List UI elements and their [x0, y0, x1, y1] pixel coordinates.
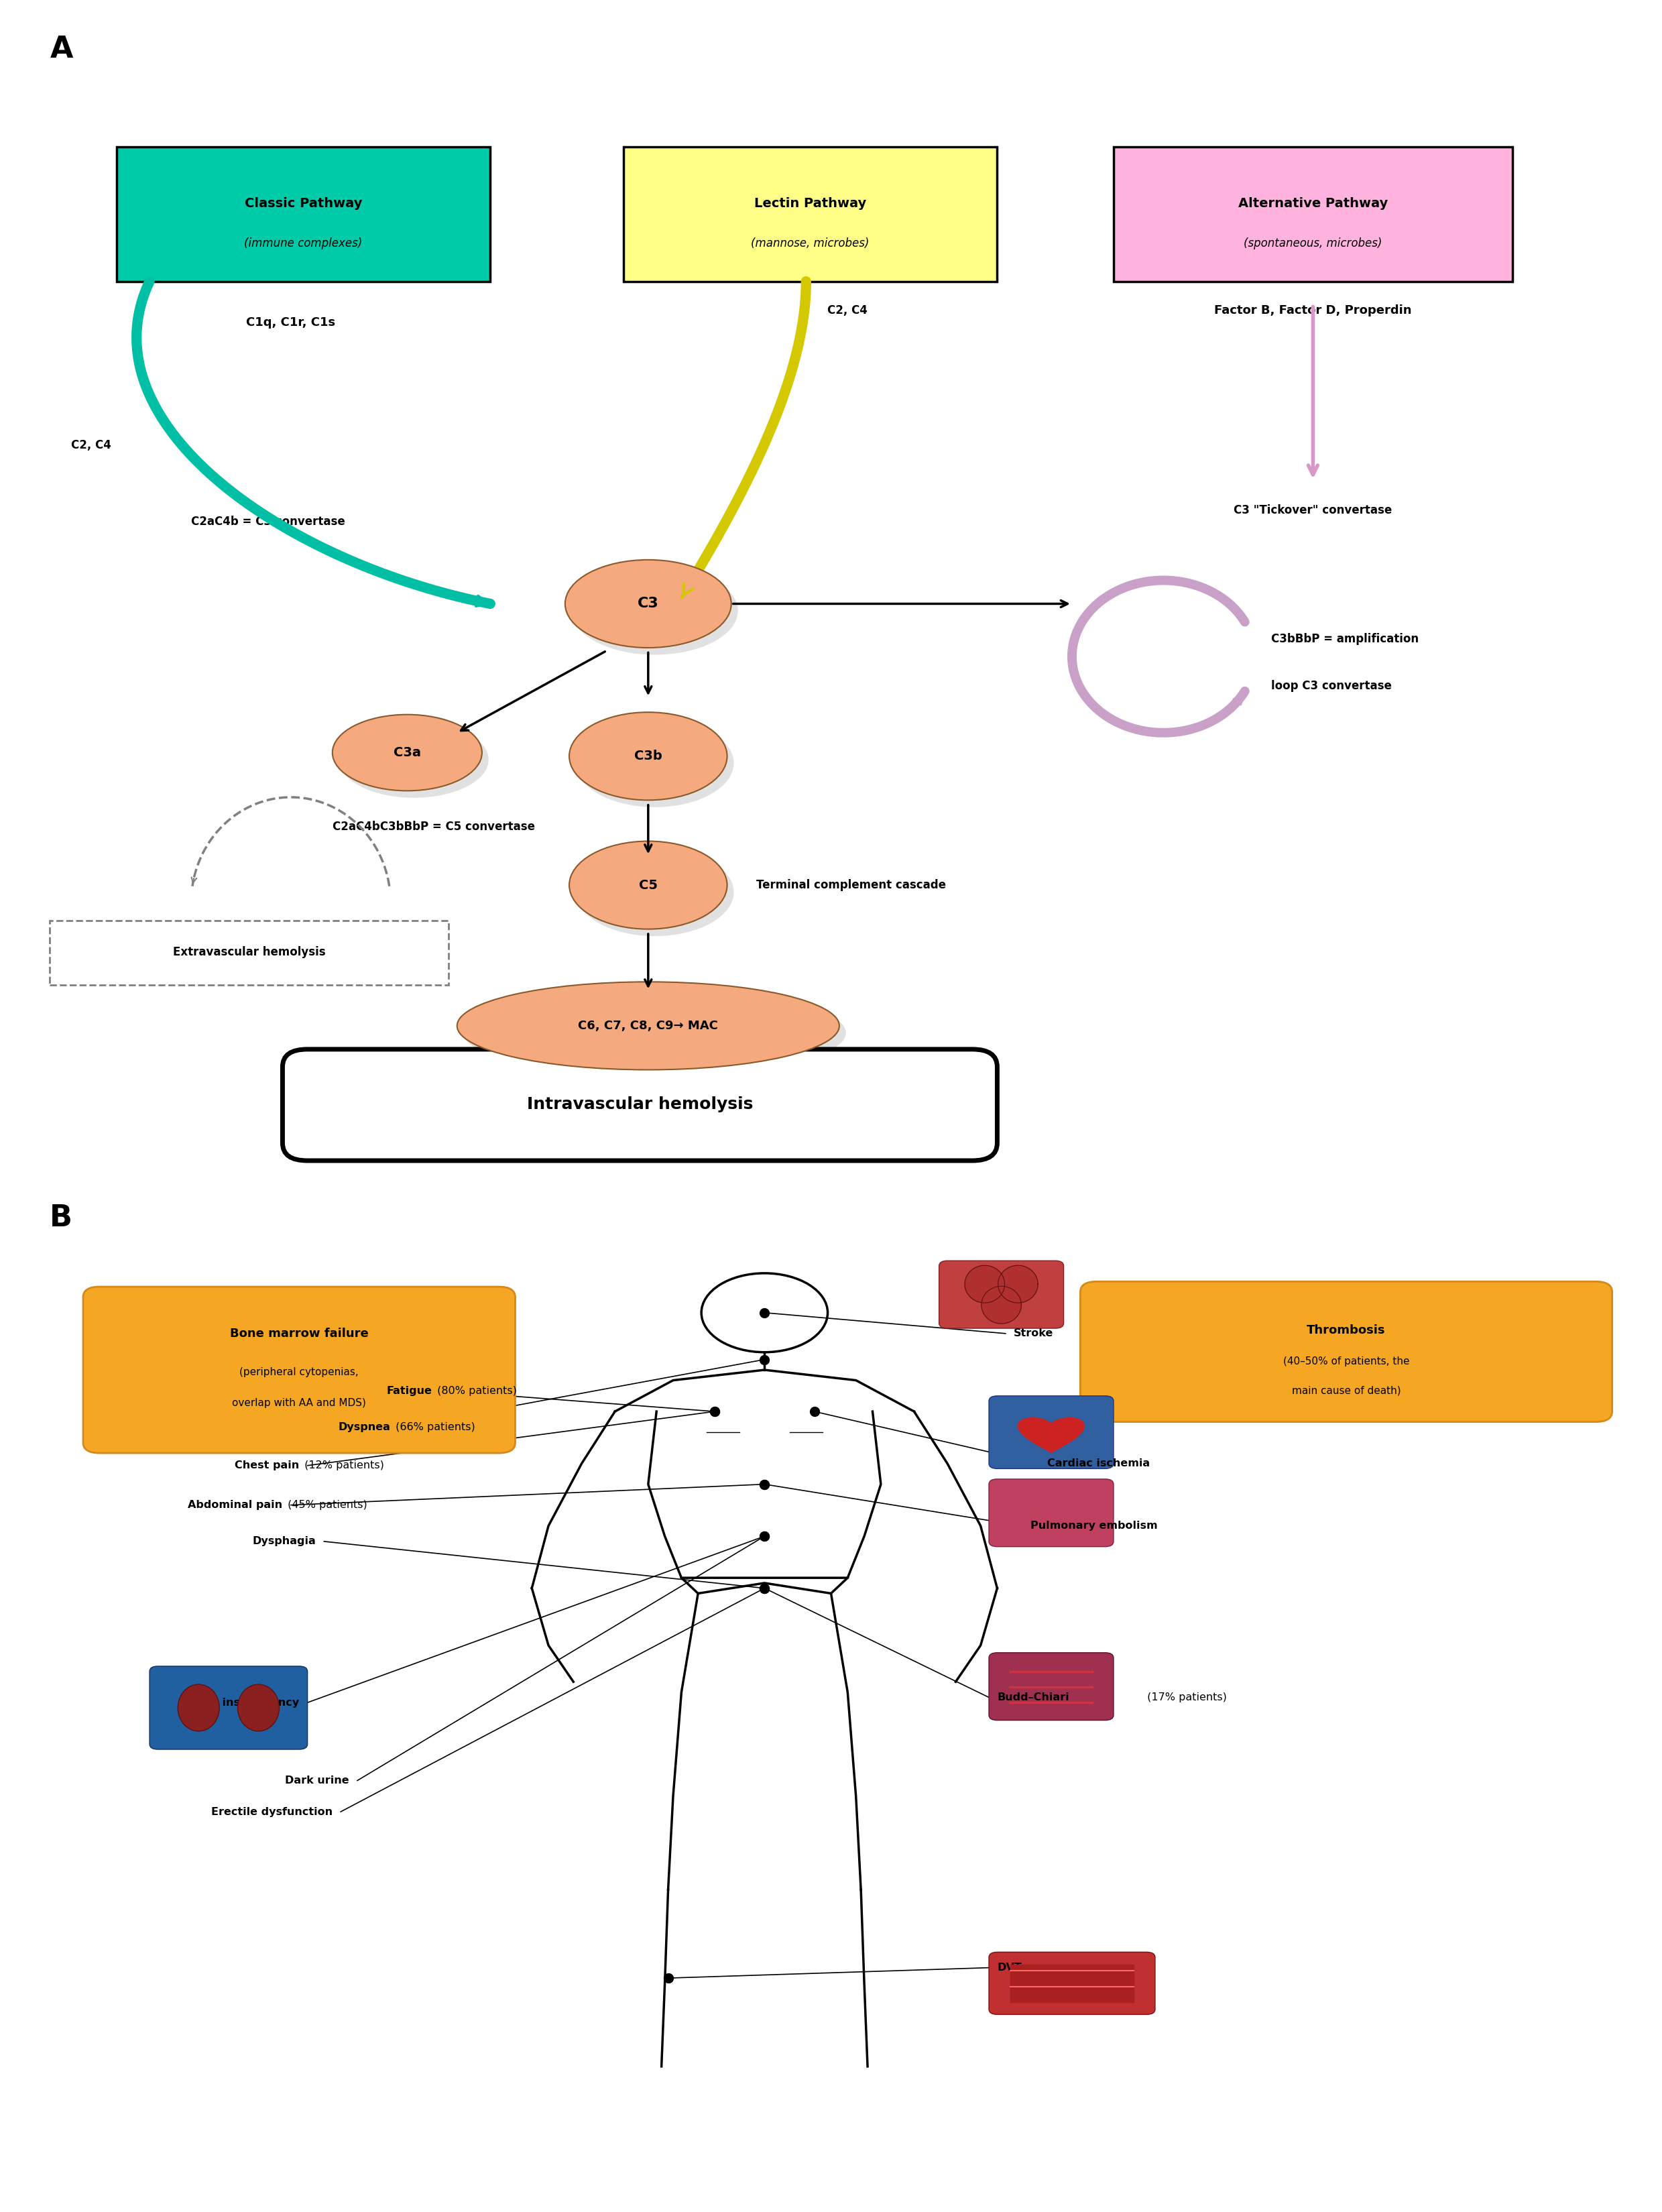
Text: (17% patients): (17% patients) [1143, 1692, 1227, 1703]
Text: A: A [50, 35, 73, 64]
Polygon shape [1010, 1964, 1133, 2002]
Text: Extravascular hemolysis: Extravascular hemolysis [173, 947, 326, 958]
FancyBboxPatch shape [623, 146, 997, 281]
Polygon shape [1019, 1418, 1084, 1453]
FancyBboxPatch shape [1080, 1281, 1612, 1422]
Text: Budd–Chiari: Budd–Chiari [997, 1692, 1069, 1703]
Text: C3a: C3a [394, 745, 420, 759]
Text: loop C3 convertase: loop C3 convertase [1271, 679, 1393, 692]
FancyBboxPatch shape [989, 1396, 1114, 1469]
Text: C2, C4: C2, C4 [828, 305, 868, 316]
Ellipse shape [577, 719, 733, 807]
Text: Abdominal pain: Abdominal pain [188, 1500, 283, 1511]
Text: (12% patients): (12% patients) [301, 1460, 384, 1471]
Text: Erectile dysfunction: Erectile dysfunction [211, 1807, 332, 1816]
Polygon shape [982, 1285, 1020, 1323]
Text: C5: C5 [638, 878, 658, 891]
FancyBboxPatch shape [1114, 146, 1512, 281]
Text: main cause of death): main cause of death) [1291, 1385, 1401, 1396]
Text: overlap with AA and MDS): overlap with AA and MDS) [233, 1398, 366, 1409]
FancyBboxPatch shape [83, 1287, 515, 1453]
Ellipse shape [568, 712, 728, 801]
Text: Fatigue: Fatigue [387, 1385, 432, 1396]
Text: (mannose, microbes): (mannose, microbes) [751, 237, 869, 250]
Ellipse shape [568, 841, 728, 929]
Polygon shape [966, 1265, 1004, 1303]
Text: (immune complexes): (immune complexes) [244, 237, 362, 250]
FancyBboxPatch shape [989, 1652, 1114, 1721]
Text: Classic Pathway: Classic Pathway [244, 197, 362, 210]
Text: (80% patients): (80% patients) [434, 1385, 517, 1396]
Text: C2, C4: C2, C4 [71, 440, 111, 451]
Text: Cardiac ischemia: Cardiac ischemia [1047, 1458, 1150, 1469]
Text: C3b: C3b [635, 750, 661, 763]
Ellipse shape [464, 989, 846, 1077]
Text: DVT: DVT [997, 1962, 1022, 1973]
Text: Dyspnea: Dyspnea [339, 1422, 391, 1431]
Text: (45% patients): (45% patients) [284, 1500, 367, 1511]
Text: Terminal complement cascade: Terminal complement cascade [756, 878, 946, 891]
FancyBboxPatch shape [283, 1048, 997, 1161]
Text: Intravascular hemolysis: Intravascular hemolysis [527, 1097, 753, 1113]
FancyBboxPatch shape [116, 146, 490, 281]
Text: Lectin Pathway: Lectin Pathway [755, 197, 866, 210]
Ellipse shape [339, 721, 489, 799]
Ellipse shape [457, 982, 839, 1071]
Ellipse shape [178, 1683, 219, 1732]
Text: C1q, C1r, C1s: C1q, C1r, C1s [246, 316, 336, 327]
Polygon shape [999, 1265, 1037, 1303]
FancyBboxPatch shape [939, 1261, 1064, 1327]
Text: B: B [50, 1203, 73, 1232]
Text: (66% patients): (66% patients) [392, 1422, 475, 1431]
Ellipse shape [577, 847, 733, 936]
Text: Renal insufficiency: Renal insufficiency [184, 1697, 299, 1708]
Text: Thrombosis: Thrombosis [1306, 1325, 1386, 1336]
Text: Dark urine: Dark urine [284, 1776, 349, 1785]
FancyBboxPatch shape [989, 1953, 1155, 2015]
Text: C3bBbP = amplification: C3bBbP = amplification [1271, 633, 1419, 646]
Ellipse shape [572, 566, 738, 655]
Text: (40–50% of patients, the: (40–50% of patients, the [1283, 1356, 1409, 1367]
Text: Alternative Pathway: Alternative Pathway [1238, 197, 1388, 210]
Text: Dysphagia: Dysphagia [253, 1537, 316, 1546]
FancyBboxPatch shape [150, 1666, 307, 1750]
Ellipse shape [565, 560, 731, 648]
Text: C3 "Tickover" convertase: C3 "Tickover" convertase [1233, 504, 1393, 515]
Text: (peripheral cytopenias,: (peripheral cytopenias, [239, 1367, 359, 1378]
Text: C2aC4bC3bBbP = C5 convertase: C2aC4bC3bBbP = C5 convertase [332, 821, 535, 832]
Text: Bone marrow failure: Bone marrow failure [229, 1327, 369, 1340]
FancyBboxPatch shape [989, 1480, 1114, 1546]
Text: C3: C3 [638, 597, 658, 611]
Ellipse shape [332, 714, 482, 790]
Text: (spontaneous, microbes): (spontaneous, microbes) [1243, 237, 1383, 250]
Text: Factor B, Factor D, Properdin: Factor B, Factor D, Properdin [1215, 305, 1411, 316]
Ellipse shape [238, 1683, 279, 1732]
Text: Stroke: Stroke [1014, 1329, 1054, 1338]
Text: C6, C7, C8, C9→ MAC: C6, C7, C8, C9→ MAC [578, 1020, 718, 1031]
Text: Chest pain: Chest pain [234, 1460, 299, 1471]
Text: Pulmonary embolism: Pulmonary embolism [1030, 1522, 1157, 1531]
Text: C2aC4b = C3 convertase: C2aC4b = C3 convertase [191, 515, 346, 529]
FancyBboxPatch shape [50, 920, 449, 984]
